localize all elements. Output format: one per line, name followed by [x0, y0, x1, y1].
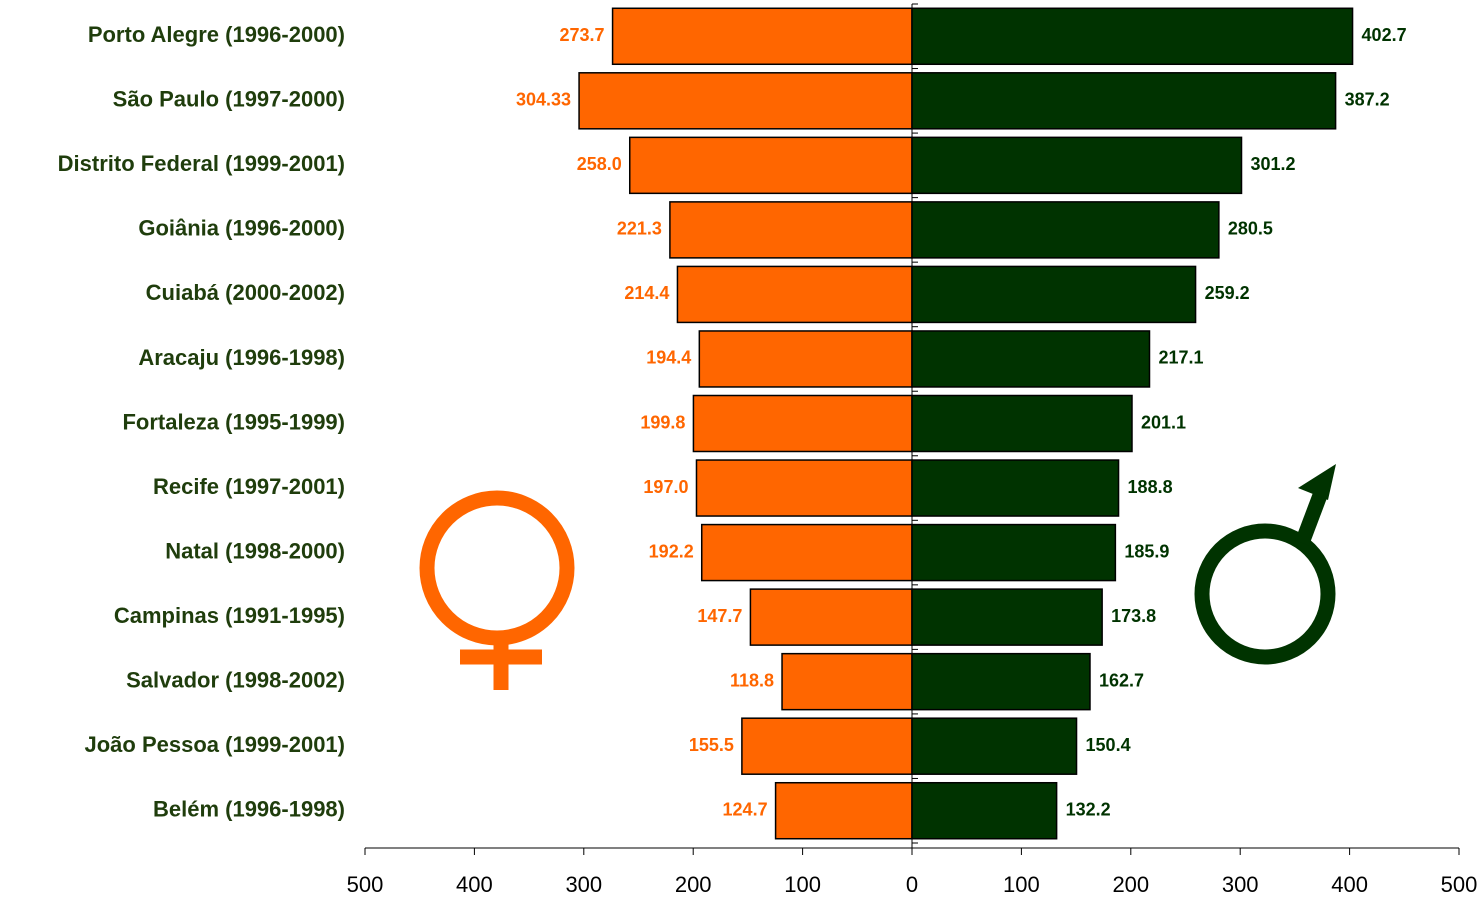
- x-tick-label: 100: [1003, 872, 1040, 897]
- category-label: Porto Alegre (1996-2000): [88, 22, 345, 47]
- bar: [911, 265, 1197, 324]
- bar: [676, 265, 913, 324]
- bar: [781, 652, 913, 711]
- value-label: 387.2: [1345, 90, 1390, 110]
- category-label: Campinas (1991-1995): [114, 603, 345, 628]
- value-label: 280.5: [1228, 219, 1273, 239]
- value-label: 155.5: [689, 735, 734, 755]
- value-label: 194.4: [646, 348, 691, 368]
- x-tick-label: 300: [1222, 872, 1259, 897]
- bar: [911, 652, 1091, 711]
- bar: [741, 717, 913, 775]
- value-label: 304.33: [516, 90, 571, 110]
- value-label: 301.2: [1251, 154, 1296, 174]
- x-tick-label: 300: [565, 872, 602, 897]
- bar: [774, 781, 913, 840]
- category-label: João Pessoa (1999-2001): [85, 732, 346, 757]
- value-label: 188.8: [1128, 477, 1173, 497]
- bar: [911, 717, 1078, 775]
- bar: [911, 72, 1337, 130]
- bar: [911, 588, 1103, 646]
- value-label: 147.7: [697, 606, 742, 626]
- bar: [695, 459, 913, 517]
- value-label: 199.8: [640, 412, 685, 432]
- value-label: 118.8: [730, 670, 774, 690]
- bar: [911, 201, 1220, 259]
- x-tick-label: 200: [675, 872, 712, 897]
- value-label: 192.2: [649, 541, 694, 561]
- category-label: Goiânia (1996-2000): [138, 216, 345, 241]
- category-label: Recife (1997-2001): [153, 474, 345, 499]
- value-label: 185.9: [1124, 541, 1169, 561]
- bar: [628, 136, 913, 195]
- value-label: 197.0: [643, 477, 688, 497]
- value-label: 201.1: [1141, 412, 1186, 432]
- bar: [911, 523, 1117, 582]
- x-tick-label: 400: [1331, 872, 1368, 897]
- value-label: 402.7: [1362, 25, 1407, 45]
- bar: [698, 330, 913, 388]
- value-label: 273.7: [560, 25, 605, 45]
- bar: [611, 7, 913, 66]
- bar: [911, 330, 1151, 388]
- mars-symbol: [1194, 464, 1336, 665]
- value-label: 221.3: [617, 219, 662, 239]
- bar: [911, 781, 1058, 840]
- value-label: 258.0: [577, 154, 622, 174]
- venus-symbol: [419, 490, 575, 690]
- category-label: Belém (1996-1998): [153, 797, 345, 822]
- bar: [749, 588, 913, 646]
- category-label: Natal (1998-2000): [165, 538, 345, 563]
- bar: [578, 72, 913, 130]
- bar: [911, 7, 1354, 66]
- value-label: 214.4: [624, 283, 669, 303]
- category-label: Salvador (1998-2002): [126, 667, 345, 692]
- x-tick-label: 400: [456, 872, 493, 897]
- value-label: 150.4: [1086, 735, 1131, 755]
- x-tick-label: 500: [347, 872, 384, 897]
- category-label: São Paulo (1997-2000): [113, 87, 345, 112]
- x-tick-label: 100: [784, 872, 821, 897]
- value-label: 173.8: [1111, 606, 1156, 626]
- x-tick-label: 200: [1112, 872, 1149, 897]
- category-label: Distrito Federal (1999-2001): [58, 151, 345, 176]
- bar: [911, 394, 1133, 453]
- bar: [692, 394, 913, 453]
- category-label: Fortaleza (1995-1999): [122, 409, 345, 434]
- category-label: Cuiabá (2000-2002): [146, 280, 345, 305]
- category-label: Aracaju (1996-1998): [138, 345, 345, 370]
- bar: [911, 136, 1243, 195]
- value-label: 162.7: [1099, 670, 1144, 690]
- value-label: 259.2: [1205, 283, 1250, 303]
- x-tick-label: 500: [1441, 872, 1478, 897]
- value-label: 132.2: [1066, 799, 1111, 819]
- bar: [669, 201, 913, 259]
- bar: [700, 523, 913, 582]
- bar: [911, 459, 1120, 517]
- x-tick-label: 0: [906, 872, 918, 897]
- value-label: 124.7: [723, 799, 768, 819]
- value-label: 217.1: [1159, 348, 1204, 368]
